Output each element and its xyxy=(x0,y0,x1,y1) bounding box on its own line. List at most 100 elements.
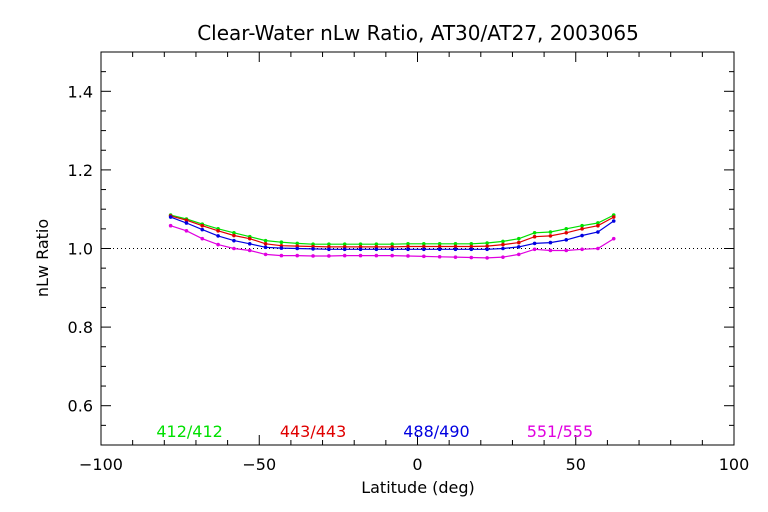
data-point xyxy=(200,236,205,241)
data-point xyxy=(247,248,252,253)
legend-entry: 488/490 xyxy=(403,422,469,441)
x-tick-label: 100 xyxy=(719,455,750,474)
data-point xyxy=(516,236,521,241)
data-point xyxy=(406,254,410,258)
data-point xyxy=(548,230,553,234)
y-tick-label: 1.2 xyxy=(68,161,93,180)
data-point xyxy=(611,215,616,219)
data-point xyxy=(548,240,553,245)
data-point xyxy=(596,230,600,234)
data-point xyxy=(390,253,394,258)
data-point xyxy=(327,247,331,252)
data-point xyxy=(564,238,569,242)
data-point xyxy=(596,221,600,225)
data-point xyxy=(501,242,505,247)
chart-title: Clear-Water nLw Ratio, AT30/AT27, 200306… xyxy=(197,21,639,45)
data-point xyxy=(469,247,474,252)
data-point xyxy=(516,245,521,249)
data-point xyxy=(184,229,189,233)
data-point xyxy=(580,227,584,231)
data-point xyxy=(437,247,442,252)
data-point xyxy=(358,242,363,246)
data-point xyxy=(485,244,489,248)
data-point xyxy=(311,247,315,251)
data-point xyxy=(232,230,236,235)
data-point xyxy=(200,223,205,228)
data-point xyxy=(390,242,394,246)
legend-entry: 551/555 xyxy=(527,422,593,441)
data-point xyxy=(501,255,505,259)
data-point xyxy=(279,246,284,250)
data-point xyxy=(327,254,331,258)
data-point xyxy=(327,242,331,246)
x-tick-label: −100 xyxy=(79,455,123,474)
data-point xyxy=(406,241,410,246)
data-point xyxy=(501,246,505,251)
data-point xyxy=(342,242,347,246)
data-point xyxy=(611,219,616,223)
data-point xyxy=(453,241,458,246)
data-point xyxy=(358,247,363,252)
data-point xyxy=(406,244,410,249)
data-point xyxy=(580,223,584,228)
x-tick-label: 0 xyxy=(412,455,422,474)
data-point xyxy=(279,240,284,245)
data-point xyxy=(564,230,569,235)
data-point xyxy=(580,247,584,252)
data-point xyxy=(580,233,584,238)
x-axis-label: Latitude (deg) xyxy=(361,478,475,497)
data-point xyxy=(184,218,189,223)
data-point xyxy=(596,223,600,228)
data-point xyxy=(469,244,474,249)
data-point xyxy=(216,229,220,233)
data-point xyxy=(453,244,458,249)
data-point xyxy=(532,247,537,252)
data-point xyxy=(532,241,537,246)
legend-entry: 412/412 xyxy=(156,422,222,441)
data-point xyxy=(200,227,205,232)
data-point xyxy=(168,223,173,228)
x-tick-label: 50 xyxy=(566,455,586,474)
y-tick-label: 0.6 xyxy=(68,397,93,416)
data-point xyxy=(374,242,379,246)
data-point xyxy=(168,215,173,219)
data-point xyxy=(374,253,379,258)
data-point xyxy=(263,241,268,246)
series-line xyxy=(170,214,614,245)
data-point xyxy=(453,247,458,252)
data-point xyxy=(564,248,569,253)
data-point xyxy=(437,241,442,246)
series-4 xyxy=(168,223,616,260)
data-point xyxy=(485,247,489,252)
data-point xyxy=(501,239,505,244)
data-point xyxy=(247,241,252,246)
data-point xyxy=(485,241,489,245)
data-point xyxy=(422,241,426,246)
data-point xyxy=(358,253,363,258)
data-point xyxy=(342,247,347,252)
data-point xyxy=(548,248,553,253)
data-point xyxy=(532,230,537,235)
data-point xyxy=(611,236,616,241)
data-point xyxy=(516,240,521,245)
data-point xyxy=(485,256,489,260)
data-point xyxy=(279,253,284,258)
data-point xyxy=(374,247,379,252)
data-point xyxy=(342,253,347,258)
data-point xyxy=(564,227,569,231)
data-point xyxy=(532,234,537,239)
y-tick-label: 1.0 xyxy=(68,240,93,259)
data-point xyxy=(596,246,600,251)
data-point xyxy=(232,246,236,251)
data-point xyxy=(422,247,426,252)
data-point xyxy=(390,247,394,252)
data-point xyxy=(311,254,315,258)
data-point xyxy=(516,252,521,257)
series-3 xyxy=(168,215,616,252)
data-point xyxy=(453,255,458,259)
data-point xyxy=(216,242,220,247)
data-point xyxy=(437,254,442,259)
data-point xyxy=(295,253,300,258)
legend-entry: 443/443 xyxy=(280,422,346,441)
